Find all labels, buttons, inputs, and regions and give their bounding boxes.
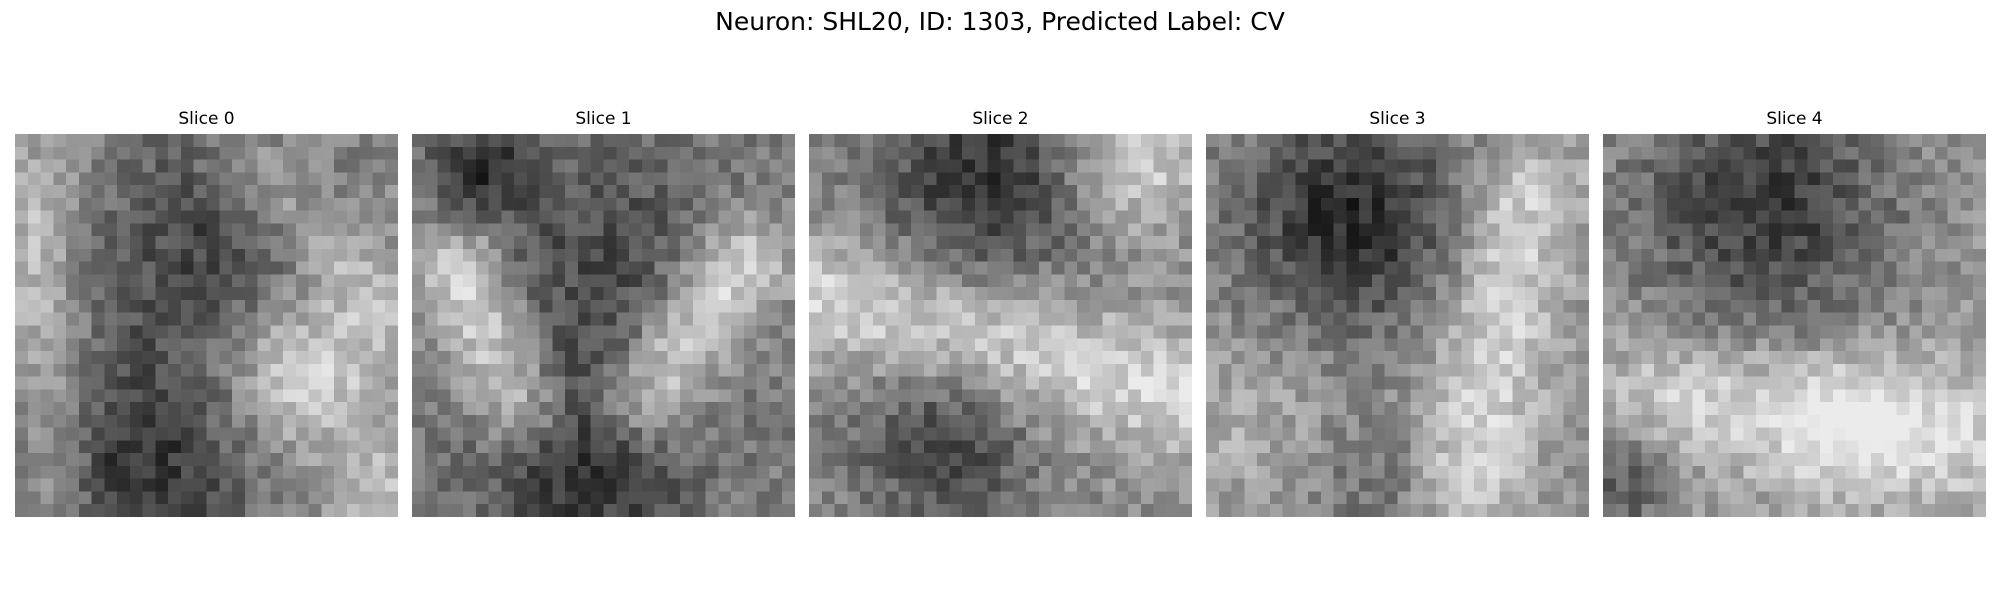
figure-title: Neuron: SHL20, ID: 1303, Predicted Label… xyxy=(715,7,1285,36)
slice-image-2 xyxy=(809,134,1192,517)
slice-panel-2: Slice 2 xyxy=(809,108,1192,517)
slice-panel-1: Slice 1 xyxy=(412,108,795,517)
slice-image-0 xyxy=(15,134,398,517)
slice-panel-3: Slice 3 xyxy=(1206,108,1589,517)
slice-image-3 xyxy=(1206,134,1589,517)
slice-image-1 xyxy=(412,134,795,517)
slice-title-0: Slice 0 xyxy=(178,109,235,129)
slice-title-2: Slice 2 xyxy=(972,109,1029,129)
slice-panel-0: Slice 0 xyxy=(15,108,398,517)
slice-image-4 xyxy=(1603,134,1986,517)
slice-panel-4: Slice 4 xyxy=(1603,108,1986,517)
slice-title-3: Slice 3 xyxy=(1369,109,1426,129)
slice-title-4: Slice 4 xyxy=(1766,109,1823,129)
slice-title-1: Slice 1 xyxy=(575,109,632,129)
